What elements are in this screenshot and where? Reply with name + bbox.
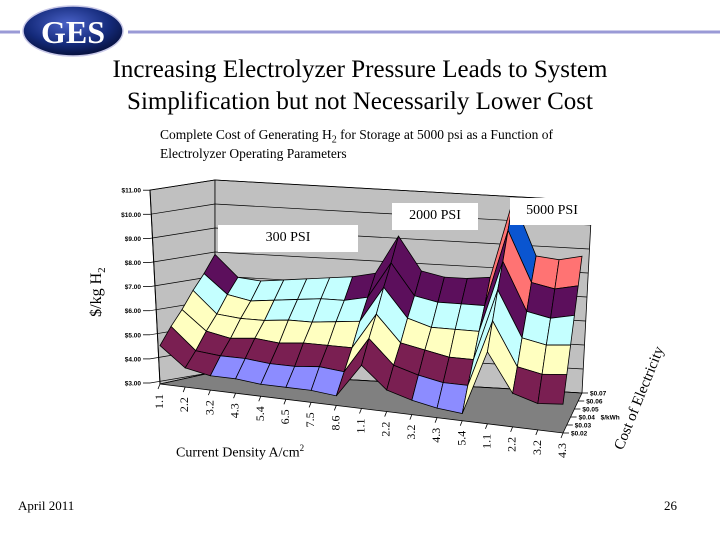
x-tick — [182, 386, 186, 393]
x-tick — [384, 411, 388, 417]
x-tick-label: 1.1 — [152, 394, 166, 409]
footer-date: April 2011 — [18, 498, 75, 513]
x-tick — [233, 393, 236, 399]
y-tick-label: $11.00 — [121, 188, 141, 195]
chart-subtitle-line1: Complete Cost of Generating H2 for Stora… — [160, 127, 553, 146]
x-tick — [157, 383, 161, 390]
x-axis-title-sup: 2 — [299, 443, 305, 453]
chart-subtitle-line2: Electrolyzer Operating Parameters — [160, 146, 347, 161]
x-axis-title: Current Density A/cm2 — [176, 443, 304, 462]
x-tick — [308, 402, 312, 408]
gridline-back — [214, 179, 592, 202]
x-tick-label: 1.1 — [479, 434, 493, 449]
x-tick-label: 4.3 — [555, 443, 569, 458]
x-tick-label: 2.2 — [505, 437, 519, 452]
gridline-left — [149, 227, 216, 239]
x-tick-label: 5.4 — [454, 431, 468, 446]
depth-unit-label: $/kWh — [601, 415, 620, 422]
x-tick-label: 3.2 — [530, 440, 544, 455]
label-2000-psi: 2000 PSI — [392, 203, 478, 230]
x-tick — [333, 405, 337, 411]
y-axis-title-text: $/kg H — [87, 272, 105, 317]
slide-title-line2: Simplification but not Necessarily Lower… — [127, 88, 593, 115]
y-tick-label: $3.00 — [125, 381, 142, 388]
x-tick-label: 7.5 — [303, 412, 317, 427]
page-number: 26 — [664, 498, 677, 513]
x-tick-label: 3.2 — [404, 425, 418, 440]
y-axis-title: $/kg H2 — [88, 247, 108, 337]
surface-cell — [550, 285, 579, 319]
x-tick-label: 4.3 — [429, 428, 443, 443]
y-tick-label: $5.00 — [125, 332, 142, 339]
header-bar: GES — [0, 5, 720, 57]
surface — [159, 197, 583, 415]
x-tick — [208, 389, 211, 396]
depth-tick-label: $0.02 — [571, 431, 588, 438]
logo — [22, 5, 124, 57]
y-tick-label: $7.00 — [125, 284, 142, 291]
y-axis-line — [149, 189, 161, 385]
gridline-left — [149, 203, 216, 215]
x-tick-label: 2.2 — [379, 422, 393, 437]
y-tick-label: $10.00 — [121, 212, 141, 219]
x-tick-label: 3.2 — [202, 400, 216, 415]
x-tick — [409, 414, 413, 420]
y-axis-title-sub: 2 — [96, 267, 109, 273]
x-tick — [535, 429, 539, 436]
x-tick-label: 1.1 — [354, 419, 368, 434]
depth-tick-label: $0.07 — [590, 391, 607, 398]
label-5000-psi: 5000 PSI — [510, 198, 594, 225]
gridline-left — [149, 251, 216, 263]
x-tick — [510, 426, 513, 433]
label-300-psi: 300 PSI — [218, 225, 358, 252]
x-tick-label: 5.4 — [253, 406, 267, 421]
x-tick — [258, 396, 262, 402]
depth-tick-label: $0.03 — [575, 423, 592, 430]
surface-cell — [554, 255, 583, 290]
subtitle-sub: 2 — [331, 134, 337, 146]
x-tick — [283, 399, 287, 405]
y-tick-label: $4.00 — [125, 356, 142, 363]
depth-tick-label: $0.05 — [582, 407, 599, 414]
surface-cell — [537, 373, 568, 405]
slide-title-line1: Increasing Electrolyzer Pressure Leads t… — [112, 56, 608, 83]
surface-cell — [541, 344, 572, 376]
x-tick — [359, 408, 362, 414]
x-tick-label: 6.5 — [278, 409, 292, 424]
gridline-left — [149, 179, 216, 191]
x-tick-label: 2.2 — [177, 397, 191, 412]
logo-text: GES — [41, 14, 105, 50]
x-tick — [485, 423, 488, 429]
subtitle-text-2: for Storage at 5000 psi as a Function of — [336, 127, 554, 142]
y-tick-label: $6.00 — [125, 308, 142, 315]
surface-cell — [545, 314, 575, 346]
x-tick-label: 4.3 — [228, 403, 242, 418]
x-tick — [560, 432, 564, 439]
depth-tick-label: $0.04 — [579, 415, 596, 422]
y-tick-label: $8.00 — [125, 260, 142, 267]
depth-tick-label: $0.06 — [586, 399, 603, 406]
x-tick — [459, 420, 463, 426]
subtitle-text: Complete Cost of Generating H — [160, 127, 332, 142]
x-tick — [434, 417, 438, 423]
x-tick-label: 8.6 — [328, 415, 342, 430]
x-axis-title-text: Current Density A/cm — [176, 445, 300, 461]
y-tick-label: $9.00 — [125, 236, 142, 243]
